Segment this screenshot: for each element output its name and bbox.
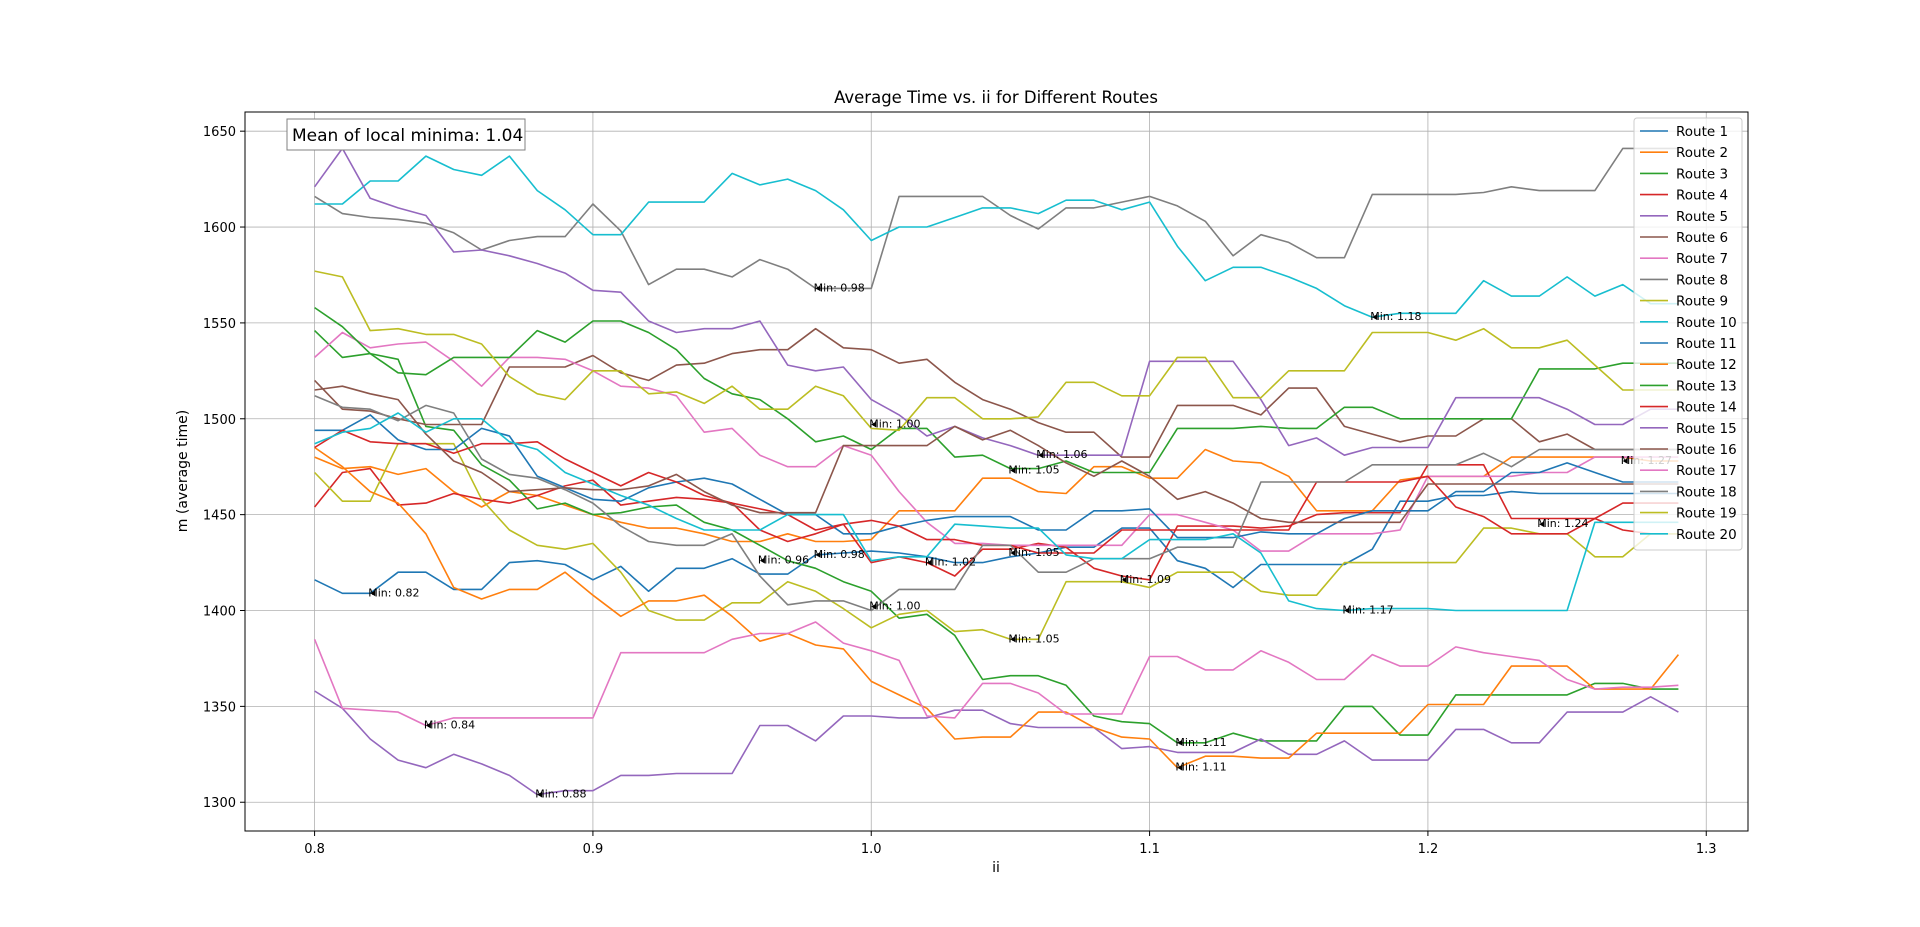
series-line-route-3	[314, 330, 1679, 744]
legend-entry: Route 10	[1676, 315, 1737, 331]
series-line-route-7	[314, 331, 1679, 552]
mean-of-minima-label: Mean of local minima: 1.04	[292, 126, 523, 146]
legend-entry: Route 6	[1676, 230, 1728, 246]
legend-frame	[1633, 117, 1743, 551]
annotation-label: Min: 0.88	[535, 788, 586, 801]
y-tick-label: 1400	[203, 605, 236, 620]
y-tick-label: 1350	[203, 700, 236, 715]
x-tick-label: 0.9	[583, 842, 604, 857]
annotation-arrow	[1010, 549, 1016, 556]
annotation-label: Min: 0.82	[368, 586, 419, 599]
x-axis-title: ii	[992, 860, 1000, 876]
series-line-route-8	[314, 147, 1679, 290]
annotation-label: Min: 1.17	[1342, 604, 1393, 617]
series-line-route-11	[314, 414, 1679, 539]
annotation-arrow	[370, 590, 376, 597]
annotation-label: Min: 1.18	[1370, 310, 1421, 323]
annotation-label: Min: 1.11	[1175, 736, 1226, 749]
annotation-label: Min: 1.02	[925, 556, 976, 569]
series-line-route-1	[314, 490, 1679, 595]
legend-entry: Route 2	[1676, 145, 1728, 161]
legend-entry: Route 13	[1676, 378, 1737, 394]
y-tick-label: 1550	[203, 317, 236, 332]
annotation-label: Min: 0.98	[814, 548, 865, 561]
x-tick-label: 1.0	[861, 842, 882, 857]
annotation-arrow	[871, 421, 877, 428]
annotation-arrow	[1038, 452, 1044, 459]
annotation-arrow	[1010, 636, 1016, 643]
legend-entry: Route 20	[1676, 527, 1737, 543]
annotation-arrow	[1539, 521, 1545, 528]
x-tick-label: 1.3	[1696, 842, 1717, 857]
y-tick-label: 1450	[203, 509, 236, 524]
legend-entry: Route 11	[1676, 336, 1737, 352]
annotation-arrow	[1121, 576, 1127, 583]
series-line-route-13	[314, 306, 1679, 474]
series-line-route-12	[314, 446, 1680, 769]
annotation-label: Min: 0.84	[424, 719, 475, 732]
annotation-label: Min: 1.11	[1175, 761, 1226, 774]
annotation-arrow	[1344, 607, 1350, 614]
annotation-arrow	[815, 285, 821, 292]
annotation-label: Min: 1.06	[1036, 448, 1087, 461]
y-tick-label: 1650	[203, 125, 236, 140]
annotation-arrow	[425, 722, 431, 729]
legend-entry: Route 18	[1676, 484, 1737, 500]
series-line-route-16	[314, 385, 1679, 524]
legend-entry: Route 17	[1676, 463, 1737, 479]
annotation-arrow	[1177, 739, 1183, 746]
legend-entry: Route 9	[1676, 294, 1728, 310]
legend-entry: Route 7	[1676, 251, 1728, 267]
legend-entry: Route 19	[1676, 506, 1737, 522]
legend-entry: Route 14	[1676, 400, 1737, 416]
legend-entry: Route 3	[1676, 166, 1728, 182]
annotation-arrow	[871, 603, 877, 610]
legend-entry: Route 1	[1676, 124, 1728, 140]
y-tick-label: 1600	[203, 221, 236, 236]
series-line-route-18	[314, 395, 1679, 612]
annotation-label: Min: 1.05	[1008, 632, 1059, 645]
x-tick-label: 1.2	[1418, 842, 1439, 857]
series-line-route-9	[314, 442, 1679, 641]
series-line-route-19	[314, 270, 1679, 432]
legend-entry: Route 15	[1676, 421, 1737, 437]
annotation-arrow	[759, 557, 765, 564]
series-line-route-10	[314, 155, 1679, 319]
chart-title: Average Time vs. ii for Different Routes	[834, 88, 1158, 107]
series-line-route-20	[314, 412, 1679, 612]
legend-entry: Route 8	[1676, 272, 1728, 288]
annotation-label: Min: 0.98	[814, 281, 865, 294]
annotation-arrow	[1177, 764, 1183, 771]
legend-entry: Route 4	[1676, 188, 1728, 204]
annotation-label: Min: 0.96	[758, 554, 809, 567]
annotation-arrow	[1622, 457, 1628, 464]
mean-of-minima-box: Mean of local minima: 1.04	[286, 118, 526, 151]
annotation-arrow	[1010, 467, 1016, 474]
annotation-label: Min: 1.00	[869, 418, 920, 431]
annotation-arrow	[537, 791, 543, 798]
y-tick-label: 1300	[203, 796, 236, 811]
legend-entry: Route 12	[1676, 357, 1737, 373]
y-axis-title: m (average time)	[175, 410, 191, 532]
series-line-route-6	[314, 327, 1679, 458]
annotation-label: Min: 1.24	[1537, 517, 1588, 530]
annotation-arrow	[926, 559, 932, 566]
annotation-label: Min: 1.05	[1008, 464, 1059, 477]
legend-entry: Route 16	[1676, 442, 1737, 458]
y-tick-label: 1500	[203, 413, 236, 428]
annotation-label: Min: 1.09	[1120, 573, 1171, 586]
series-line-route-15	[313, 147, 1679, 457]
legend: Route 1 Route 2 Route 3 Route 4 Route 5 Route…	[1633, 117, 1743, 551]
annotation-label: Min: 1.00	[869, 600, 920, 613]
annotation-arrow	[815, 551, 821, 558]
x-tick-label: 0.8	[304, 842, 325, 857]
series-line-route-17	[313, 621, 1679, 727]
annotation-label: Min: 1.05	[1008, 546, 1059, 559]
x-tick-label: 1.1	[1139, 842, 1160, 857]
legend-entry: Route 5	[1676, 209, 1728, 225]
annotation-arrow	[1372, 314, 1378, 321]
